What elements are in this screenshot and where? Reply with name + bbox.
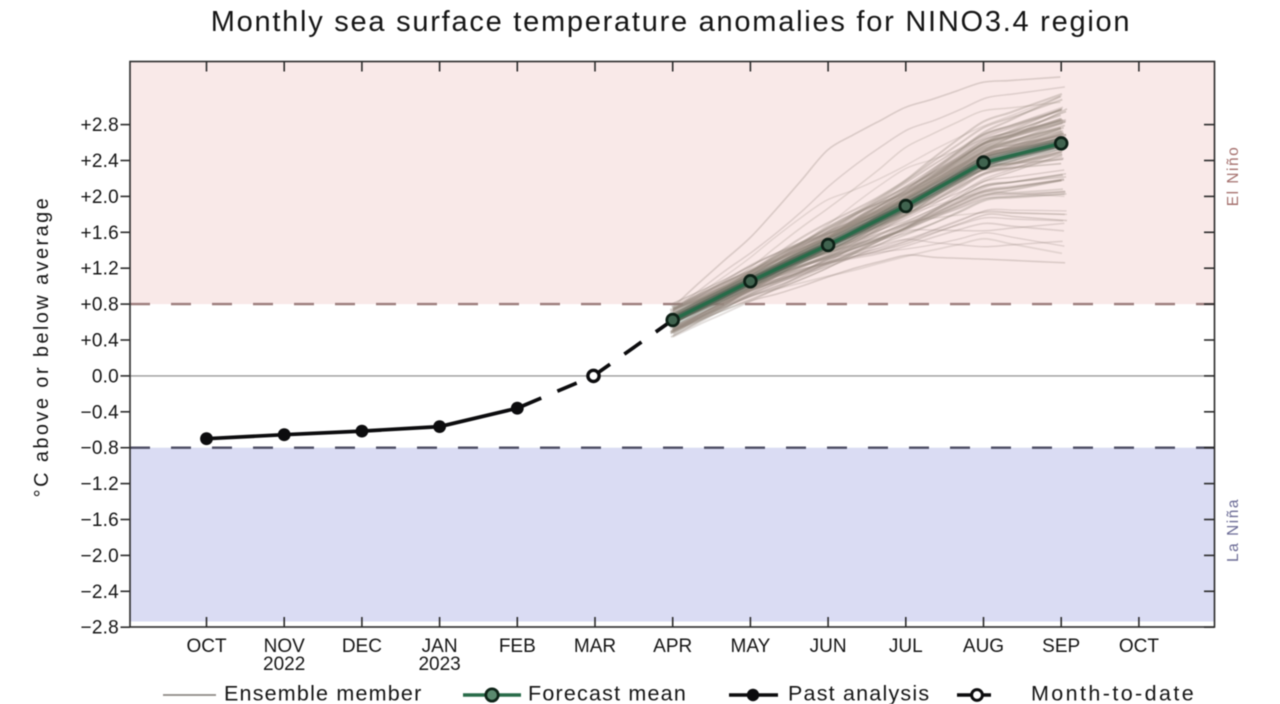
svg-text:−2.4: −2.4 <box>80 582 119 603</box>
svg-text:OCT: OCT <box>1119 636 1160 657</box>
svg-text:+0.8: +0.8 <box>80 295 119 316</box>
svg-text:MAY: MAY <box>731 636 771 657</box>
svg-text:°C above or below average: °C above or below average <box>31 196 53 497</box>
svg-text:+2.0: +2.0 <box>80 187 119 208</box>
svg-text:FEB: FEB <box>499 636 536 657</box>
svg-text:Forecast mean: Forecast mean <box>528 682 687 704</box>
svg-text:Ensemble member: Ensemble member <box>224 682 422 704</box>
svg-text:+2.4: +2.4 <box>80 151 119 172</box>
svg-text:JUL: JUL <box>889 636 923 657</box>
svg-text:+2.8: +2.8 <box>80 115 119 136</box>
svg-text:Monthly sea surface temperatur: Monthly sea surface temperature anomalie… <box>211 6 1132 38</box>
svg-text:−2.8: −2.8 <box>80 618 119 639</box>
svg-text:AUG: AUG <box>963 636 1004 657</box>
svg-text:−1.6: −1.6 <box>80 510 119 531</box>
svg-text:−1.2: −1.2 <box>80 474 119 495</box>
svg-text:−0.4: −0.4 <box>80 402 119 423</box>
svg-text:2022: 2022 <box>263 654 305 675</box>
svg-text:0.0: 0.0 <box>92 366 119 387</box>
svg-text:La Niña: La Niña <box>1225 498 1242 562</box>
svg-text:DEC: DEC <box>342 636 382 657</box>
svg-text:+1.2: +1.2 <box>80 259 119 280</box>
svg-text:+1.6: +1.6 <box>80 223 119 244</box>
svg-text:Month-to-date: Month-to-date <box>1031 682 1196 704</box>
svg-text:+0.4: +0.4 <box>80 331 119 352</box>
svg-text:MAR: MAR <box>574 636 616 657</box>
svg-text:NOV: NOV <box>264 636 306 657</box>
svg-text:2023: 2023 <box>418 654 460 675</box>
svg-text:JUN: JUN <box>810 636 847 657</box>
svg-text:−2.0: −2.0 <box>80 546 119 567</box>
svg-text:OCT: OCT <box>186 636 227 657</box>
svg-text:El Niño: El Niño <box>1225 146 1242 206</box>
svg-text:JAN: JAN <box>422 636 458 657</box>
svg-text:Past analysis: Past analysis <box>788 682 930 704</box>
svg-text:APR: APR <box>653 636 692 657</box>
svg-text:SEP: SEP <box>1042 636 1080 657</box>
svg-text:−0.8: −0.8 <box>80 438 119 459</box>
